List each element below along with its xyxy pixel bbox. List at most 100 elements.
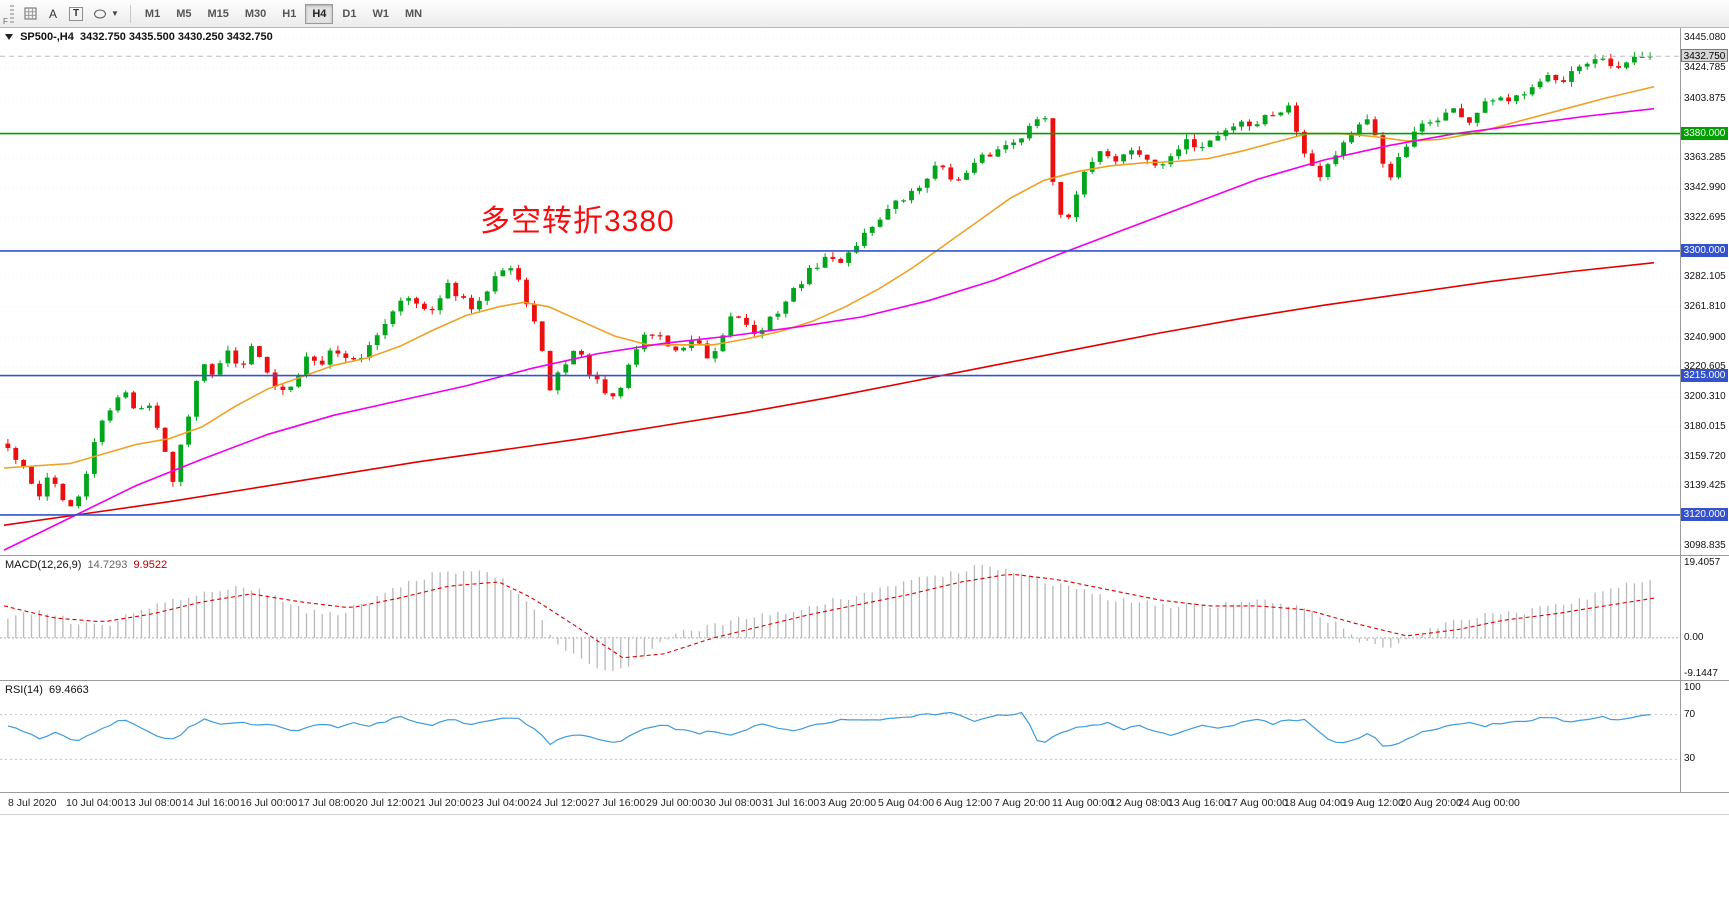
chart-annotation-text: 多空转折3380 [480, 205, 675, 238]
rsi-line [7, 711, 1651, 747]
fast-nav-label: F [3, 17, 8, 26]
label-tool-button[interactable]: T [65, 4, 87, 24]
time-axis-label: 10 Jul 04:00 [66, 797, 124, 809]
time-axis-label: 8 Jul 2020 [8, 797, 57, 809]
MA-fast-line [3, 85, 1655, 469]
main-chart-panel: SP500-,H4 3432.750 3435.500 3430.250 343… [0, 28, 1729, 556]
time-axis-label: 23 Jul 04:00 [472, 797, 530, 809]
axis-label: 3180.015 [1684, 420, 1726, 432]
axis-label: 3220.605 [1684, 361, 1726, 373]
time-axis-label: 19 Aug 12:00 [1342, 797, 1404, 809]
axis-label: 3261.810 [1684, 300, 1726, 312]
time-axis-label: 7 Aug 20:00 [994, 797, 1051, 809]
axis-label: 30 [1684, 753, 1696, 765]
axis-label: 3342.990 [1684, 181, 1726, 193]
time-axis-label: 5 Aug 04:00 [878, 797, 935, 809]
app-toolbar: F A T ▼ M1 M5 M15 M30 H1 H4 D1 W1 MN [0, 0, 1729, 28]
axis-label: 3363.285 [1684, 152, 1726, 164]
rsi-label: RSI(14) [5, 684, 43, 696]
axis-label: 3322.695 [1684, 211, 1726, 223]
axis-label: 70 [1684, 708, 1696, 720]
MA-mid-line [3, 107, 1655, 551]
chevron-down-icon: ▼ [111, 9, 119, 18]
text-tool-button[interactable]: A [43, 4, 63, 24]
shapes-tool-button[interactable]: ▼ [89, 4, 123, 24]
time-axis-label: 17 Jul 08:00 [298, 797, 356, 809]
crosshair-grid-icon[interactable] [20, 4, 41, 24]
time-axis-label: 3 Aug 20:00 [820, 797, 877, 809]
time-axis-label: 16 Jul 00:00 [240, 797, 298, 809]
toolbar-grip[interactable] [10, 4, 14, 23]
MA-slow-line [3, 261, 1655, 526]
timeframe-m5-button[interactable]: M5 [169, 4, 198, 24]
price-axis-separator [1680, 28, 1681, 555]
axis-label: 3159.720 [1684, 450, 1726, 462]
time-axis-label: 27 Jul 16:00 [588, 797, 646, 809]
rsi-panel: RSI(14) 69.4663 100 70 30 [0, 681, 1729, 793]
time-axis[interactable]: 8 Jul 2020 10 Jul 04:00 13 Jul 08:00 14 Jul… [0, 793, 1729, 815]
axis-label: -9.1447 [1684, 668, 1718, 680]
macd-header: MACD(12,26,9) 14.7293 9.9522 [5, 559, 167, 571]
macd-label: MACD(12,26,9) [5, 559, 82, 571]
time-axis-label: 21 Jul 20:00 [414, 797, 472, 809]
timeframe-d1-button[interactable]: D1 [335, 4, 363, 24]
text-tool-label: A [48, 6, 57, 21]
timeframe-toolbar: M1 M5 M15 M30 H1 H4 D1 W1 MN [138, 3, 429, 24]
time-axis-label: 12 Aug 08:00 [1110, 797, 1172, 809]
price-badge: 3120.000 [1681, 507, 1728, 521]
timeframe-w1-button[interactable]: W1 [365, 4, 396, 24]
axis-label: 3445.080 [1684, 32, 1726, 44]
axis-label: 3139.425 [1684, 480, 1726, 492]
price-badge: 3300.000 [1681, 243, 1728, 257]
rsi-axis-separator [1680, 681, 1681, 792]
axis-label: 0.00 [1684, 631, 1704, 643]
axis-label: 3403.875 [1684, 92, 1726, 104]
time-axis-label: 17 Aug 00:00 [1226, 797, 1288, 809]
rsi-value: 69.4663 [49, 684, 89, 696]
macd-signal-value: 9.9522 [133, 559, 168, 571]
time-axis-label: 11 Aug 00:00 [1052, 797, 1114, 809]
axis-label: 100 [1684, 682, 1701, 693]
time-axis-label: 20 Aug 20:00 [1400, 797, 1462, 809]
timeframe-h4-button[interactable]: H4 [305, 3, 334, 24]
ellipse-icon [94, 9, 106, 18]
main-chart-plot[interactable] [0, 28, 1680, 556]
time-axis-label: 30 Jul 08:00 [704, 797, 762, 809]
time-axis-label: 24 Aug 00:00 [1458, 797, 1520, 809]
axis-label: 3424.785 [1684, 61, 1726, 73]
toolbar-separator [129, 4, 131, 23]
macd-axis-separator [1680, 556, 1681, 680]
macd-plot[interactable] [0, 556, 1680, 681]
rsi-header: RSI(14) 69.4663 [5, 684, 89, 696]
chart-header: SP500-,H4 3432.750 3435.500 3430.250 343… [5, 31, 273, 43]
time-axis-label: 31 Jul 16:00 [762, 797, 820, 809]
grid-icon [24, 7, 37, 20]
rsi-plot[interactable] [0, 681, 1680, 793]
time-axis-label: 18 Aug 04:00 [1284, 797, 1346, 809]
macd-panel: MACD(12,26,9) 14.7293 9.9522 19.4057 0.00… [0, 556, 1729, 681]
axis-label: 19.4057 [1684, 557, 1721, 568]
macd-main-value: 14.7293 [87, 559, 128, 571]
timeframe-m30-button[interactable]: M30 [238, 4, 273, 24]
time-axis-label: 6 Aug 12:00 [936, 797, 993, 809]
time-axis-label: 14 Jul 16:00 [182, 797, 240, 809]
symbol-timeframe-label: SP500-,H4 [20, 31, 74, 43]
axis-label: 3240.900 [1684, 331, 1726, 343]
time-axis-label: 13 Jul 08:00 [124, 797, 182, 809]
price-badge: 3432.750 [1681, 49, 1728, 63]
time-axis-label: 29 Jul 00:00 [646, 797, 704, 809]
bottom-spacer [0, 815, 1729, 896]
axis-label: 3098.835 [1684, 539, 1726, 551]
timeframe-mn-button[interactable]: MN [398, 4, 429, 24]
timeframe-m1-button[interactable]: M1 [138, 4, 167, 24]
time-axis-label: 20 Jul 12:00 [356, 797, 414, 809]
price-badge: 3380.000 [1681, 126, 1728, 140]
axis-label: 3282.105 [1684, 271, 1726, 283]
timeframe-h1-button[interactable]: H1 [275, 4, 303, 24]
timeframe-m15-button[interactable]: M15 [200, 4, 235, 24]
price-badge: 3215.000 [1681, 368, 1728, 382]
symbol-dropdown-icon[interactable] [5, 34, 13, 41]
axis-label: 3200.310 [1684, 391, 1726, 403]
label-tool-label: T [69, 6, 83, 21]
